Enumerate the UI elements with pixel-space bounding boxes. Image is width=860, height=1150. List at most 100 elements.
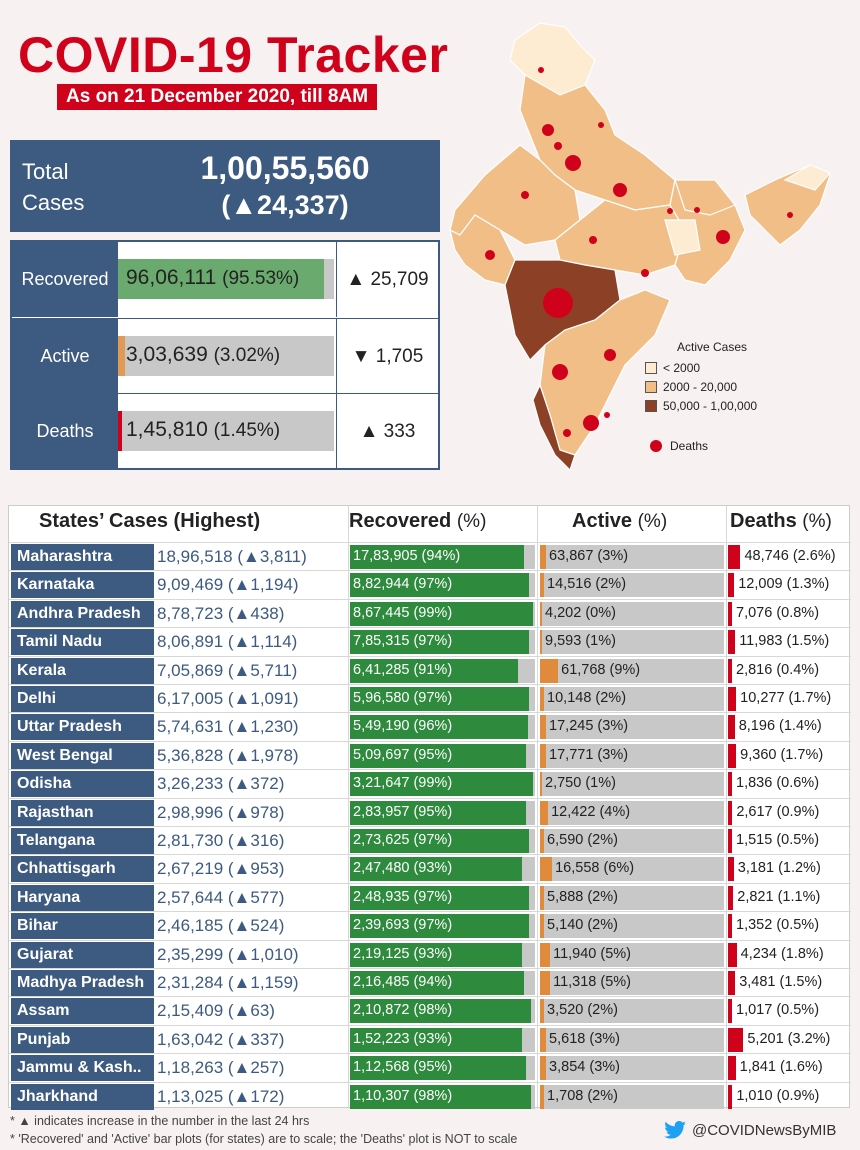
deaths-label: 1,841 (1.6%) [739, 1059, 823, 1076]
active-bar [540, 942, 551, 967]
deaths-bar [728, 743, 737, 768]
table-row: Kerala 7,05,869 (▲5,711) 6,41,285 (91%) 61,… [9, 655, 851, 684]
deaths-bar-track: 3,481 (1.5%) [728, 971, 851, 995]
map-region-bihar [674, 179, 736, 216]
summary-bar-deaths [118, 411, 122, 451]
deaths-label: 3,481 (1.5%) [739, 974, 823, 990]
state-cases: 2,15,409 (▲63) [157, 1001, 275, 1021]
deaths-bar [728, 1056, 736, 1081]
total-cases-box: Total Cases 1,00,55,560 (▲24,337) [10, 140, 440, 232]
active-bar [540, 630, 543, 655]
state-name: Chhattisgarh [11, 856, 154, 883]
deaths-bar [728, 857, 734, 882]
recovered-bar-track: 6,41,285 (91%) [350, 658, 535, 683]
death-marker [521, 191, 529, 199]
death-marker [694, 207, 700, 213]
active-bar [540, 601, 542, 626]
table-row: Gujarat 2,35,299 (▲1,010) 2,19,125 (93%) 11… [9, 939, 851, 968]
recovered-bar [350, 743, 526, 768]
legend-title: Active Cases [677, 340, 748, 354]
recovered-bar-track: 2,10,872 (98%) [350, 999, 535, 1024]
recovered-bar [350, 885, 530, 910]
deaths-bar [728, 687, 737, 711]
active-label: 10,148 (2%) [547, 690, 627, 706]
map-region-light-east [664, 219, 701, 256]
recovered-label: 1,52,223 (93%) [353, 1030, 453, 1047]
header-recovered: Recovered (%) [349, 510, 487, 532]
death-marker [542, 124, 554, 136]
active-bar-track: 11,318 (5%) [540, 971, 724, 995]
deaths-bar [728, 772, 732, 797]
table-row: West Bengal 5,36,828 (▲1,978) 5,09,697 (95… [9, 740, 851, 769]
summary-pct: (1.45%) [213, 420, 281, 441]
state-cases: 8,06,891 (▲1,114) [157, 632, 298, 652]
deaths-bar-track: 2,617 (0.9%) [728, 800, 851, 825]
active-bar [540, 687, 545, 711]
deaths-label: 1,017 (0.5%) [736, 1002, 820, 1019]
state-cases: 18,96,518 (▲3,811) [157, 547, 307, 566]
page-subtitle: As on 21 December 2020, till 8AM [57, 84, 378, 110]
active-label: 3,854 (3%) [549, 1059, 620, 1076]
state-name: Andhra Pradesh [11, 600, 154, 627]
deaths-bar-track: 2,821 (1.1%) [728, 885, 851, 910]
state-cases: 9,09,469 (▲1,194) [157, 575, 299, 595]
summary-label: Deaths [12, 394, 118, 469]
state-cases: 5,74,631 (▲1,230) [157, 717, 299, 737]
deaths-label: 1,010 (0.9%) [736, 1087, 820, 1104]
recovered-bar-track: 1,52,223 (93%) [350, 1027, 535, 1052]
state-name: Bihar [11, 913, 154, 940]
recovered-bar-track: 2,73,625 (97%) [350, 829, 535, 853]
state-name: Tamil Nadu [11, 629, 154, 656]
state-name: Telangana [11, 828, 154, 854]
active-bar-track: 1,708 (2%) [540, 1084, 724, 1109]
summary-row-deaths: Deaths 1,45,810 (1.45%) ▲ 333 [12, 393, 438, 469]
death-marker [589, 236, 597, 244]
active-bar [540, 971, 551, 995]
death-marker [552, 364, 568, 380]
table-row: Maharashtra 18,96,518 (▲3,811) 17,83,905 (… [9, 542, 851, 570]
india-map [449, 22, 832, 472]
recovered-bar [350, 1056, 526, 1081]
deaths-bar-track: 8,196 (1.4%) [728, 715, 851, 740]
footnote-2: * 'Recovered' and 'Active' bar plots (fo… [10, 1132, 518, 1146]
table-row: Karnataka 9,09,469 (▲1,194) 8,82,944 (97%)… [9, 570, 851, 599]
active-bar-track: 12,422 (4%) [540, 800, 724, 825]
deaths-bar [728, 1027, 744, 1052]
states-table: States’ Cases (Highest) Recovered (%) Ac… [8, 505, 851, 1110]
table-row: Tamil Nadu 8,06,891 (▲1,114) 7,85,315 (97%… [9, 627, 851, 656]
deaths-bar-track: 10,277 (1.7%) [728, 687, 851, 711]
deaths-bar-track: 5,201 (3.2%) [728, 1027, 851, 1052]
deaths-bar [728, 999, 732, 1024]
active-label: 14,516 (2%) [547, 576, 627, 593]
active-bar-track: 14,516 (2%) [540, 573, 724, 598]
deaths-label: 2,821 (1.1%) [737, 888, 821, 905]
deaths-bar-track: 7,076 (0.8%) [728, 601, 851, 626]
state-cases: 2,57,644 (▲577) [157, 887, 285, 907]
recovered-label: 2,10,872 (98%) [353, 1002, 453, 1019]
recovered-bar-track: 1,12,568 (95%) [350, 1056, 535, 1081]
active-bar [540, 1056, 547, 1081]
summary-bar-track: 96,06,111 (95.53%) [118, 259, 334, 299]
deaths-label: 5,201 (3.2%) [747, 1030, 831, 1047]
deaths-label: 4,234 (1.8%) [740, 945, 824, 962]
state-name: Odisha [11, 771, 154, 798]
deaths-bar-track: 1,017 (0.5%) [728, 999, 851, 1024]
recovered-bar [350, 630, 530, 655]
recovered-label: 2,19,125 (93%) [353, 945, 453, 962]
summary-value: 1,45,810 [126, 418, 208, 441]
deaths-bar [728, 971, 736, 995]
map-region-ne-light [783, 164, 832, 191]
deaths-bar [728, 601, 732, 626]
recovered-bar [350, 545, 524, 569]
recovered-label: 17,83,905 (94%) [353, 548, 461, 564]
recovered-label: 5,09,697 (95%) [353, 746, 453, 763]
table-row: Punjab 1,63,042 (▲337) 1,52,223 (93%) 5,618… [9, 1024, 851, 1053]
twitter-bird-icon [664, 1121, 686, 1139]
recovered-bar-track: 5,09,697 (95%) [350, 743, 535, 768]
twitter-credit[interactable]: @COVIDNewsByMIB [664, 1121, 836, 1139]
header-states: States’ Cases (Highest) [39, 510, 261, 532]
active-label: 3,520 (2%) [547, 1002, 618, 1019]
state-name: Assam [11, 998, 154, 1025]
state-cases: 2,98,996 (▲978) [157, 802, 285, 822]
recovered-label: 8,67,445 (99%) [353, 604, 453, 621]
